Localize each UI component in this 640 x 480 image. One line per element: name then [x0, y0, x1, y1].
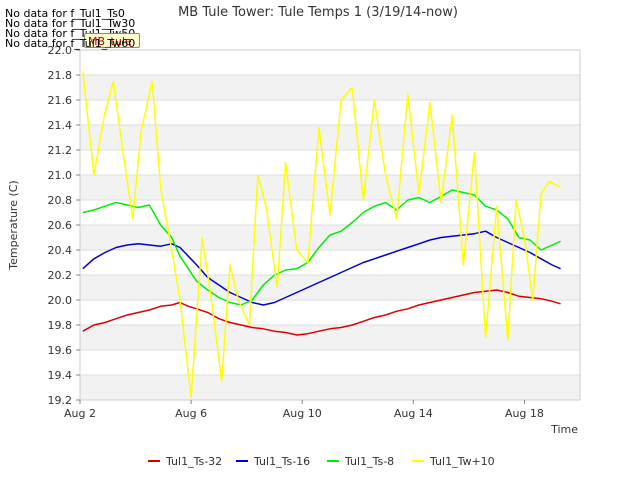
plot-band	[80, 175, 580, 200]
series-line-tul1-ts-16	[82, 230, 561, 306]
plot-band	[80, 125, 580, 150]
series-line-tul1-ts-8	[82, 189, 561, 306]
x-axis-label: Time	[550, 423, 578, 436]
legend-label-tul1-ts-8: Tul1_Ts-8	[344, 455, 394, 468]
y-tick-label: 21.0	[48, 169, 73, 182]
x-tick-label: Aug 14	[394, 407, 433, 420]
y-axis-ticks: 19.2 19.4 19.6 19.8 20.0 20.2 20.4 20.6 20.8 21.0…	[48, 44, 80, 407]
y-axis-label: Temperature (C)	[7, 180, 20, 270]
y-tick-label: 20.0	[48, 294, 73, 307]
y-tick-label: 20.2	[48, 269, 73, 282]
plot-bands	[80, 75, 580, 400]
plot-band	[80, 75, 580, 100]
no-data-line-1: No data for f_Tul1_Tw30	[5, 17, 136, 30]
x-tick-label: Aug 2	[64, 407, 96, 420]
y-tick-label: 19.2	[48, 394, 73, 407]
y-tick-label: 19.6	[48, 344, 73, 357]
x-tick-label: Aug 6	[175, 407, 207, 420]
no-data-line-0: No data for f_Tul1_Ts0	[5, 7, 125, 20]
y-tick-label: 20.6	[48, 219, 73, 232]
series-layer	[82, 71, 561, 399]
series-line-tul1-ts-32	[82, 289, 561, 336]
x-tick-label: Aug 10	[283, 407, 322, 420]
x-axis-ticks: Aug 2 Aug 6 Aug 10 Aug 14 Aug 18	[64, 400, 544, 420]
y-tick-label: 21.8	[48, 69, 73, 82]
legend: Tul1_Ts-32 Tul1_Ts-16 Tul1_Ts-8 Tul1_Tw+10	[148, 455, 495, 468]
series-line-tul1-tw-10	[82, 71, 561, 399]
no-data-line-3: No data for f_Tul1_Tw60	[5, 37, 136, 50]
plot-band	[80, 275, 580, 300]
chart-title: MB Tule Tower: Tule Temps 1 (3/19/14-now…	[178, 5, 458, 20]
legend-label-tul1-ts-32: Tul1_Ts-32	[165, 455, 222, 468]
y-tick-label: 20.8	[48, 194, 73, 207]
x-tick-label: Aug 18	[505, 407, 544, 420]
y-tick-label: 22.0	[48, 44, 73, 57]
legend-label-tul1-tw-10: Tul1_Tw+10	[429, 455, 495, 468]
plot-band	[80, 375, 580, 400]
legend-label-tul1-ts-16: Tul1_Ts-16	[253, 455, 310, 468]
site-badge: MB_tule	[84, 33, 140, 48]
y-tick-label: 20.4	[48, 244, 73, 257]
y-tick-label: 21.4	[48, 119, 73, 132]
no-data-line-2: No data for f_Tul1_Tw50	[5, 27, 136, 40]
y-tick-label: 19.8	[48, 319, 73, 332]
y-tick-label: 21.6	[48, 94, 73, 107]
y-tick-label: 21.2	[48, 144, 73, 157]
y-tick-label: 19.4	[48, 369, 73, 382]
